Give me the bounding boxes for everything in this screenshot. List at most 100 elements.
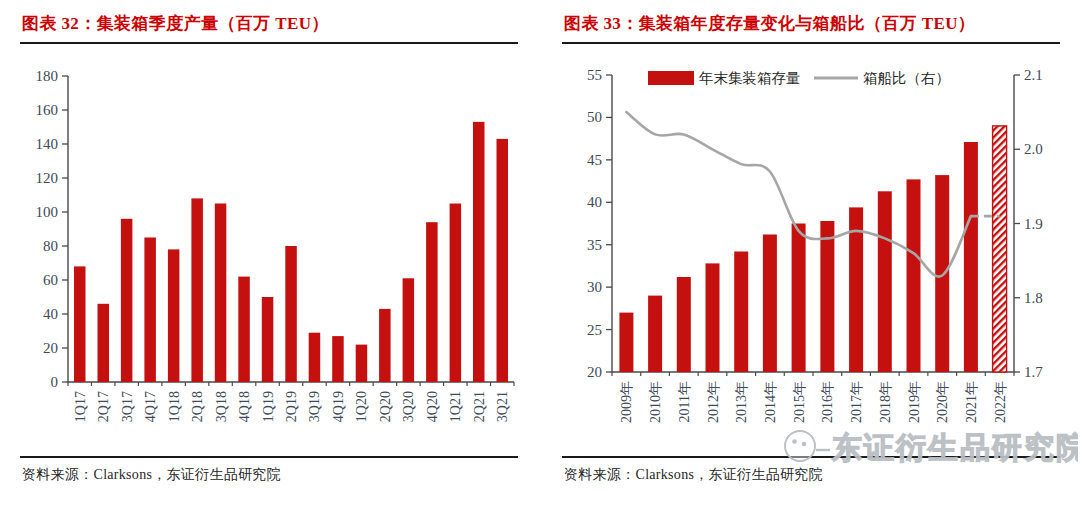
axis-frame: [612, 75, 1014, 372]
svg-text:40: 40: [43, 306, 58, 322]
svg-text:4Q20: 4Q20: [425, 391, 440, 422]
svg-text:2013年: 2013年: [734, 381, 749, 423]
bar: [309, 333, 321, 382]
stock-ratio-chart: 20253035404550551.71.81.92.02.12009年2010…: [562, 44, 1060, 456]
bar: [450, 204, 462, 383]
bar: [403, 278, 415, 382]
svg-text:20: 20: [587, 364, 602, 380]
svg-text:1.7: 1.7: [1024, 364, 1043, 380]
svg-text:20: 20: [43, 340, 58, 356]
bar: [356, 345, 368, 382]
svg-text:4Q18: 4Q18: [237, 391, 252, 422]
svg-text:1Q21: 1Q21: [448, 391, 463, 422]
bar: [285, 246, 297, 382]
bar: [648, 296, 662, 372]
svg-text:2018年: 2018年: [878, 381, 893, 423]
svg-text:2020年: 2020年: [935, 381, 950, 423]
svg-text:2014年: 2014年: [763, 381, 778, 423]
svg-text:1Q19: 1Q19: [261, 391, 276, 422]
bar: [332, 336, 344, 382]
bar: [74, 266, 86, 382]
svg-text:1Q18: 1Q18: [167, 391, 182, 422]
forecast-bar: [993, 126, 1007, 372]
legend: 年末集装箱存量 箱船比（右）: [648, 70, 950, 86]
svg-text:35: 35: [587, 237, 602, 253]
source-note-left: 资料来源：Clarksons，东证衍生品研究院: [20, 456, 518, 484]
svg-text:2022年: 2022年: [993, 381, 1008, 423]
svg-text:60: 60: [43, 272, 58, 288]
svg-text:180: 180: [36, 68, 59, 84]
axes-ticks: [606, 75, 1020, 372]
bar: [734, 252, 748, 373]
svg-text:2012年: 2012年: [706, 381, 721, 423]
bar: [426, 222, 438, 382]
svg-text:1.8: 1.8: [1024, 290, 1043, 306]
svg-text:年末集装箱存量: 年末集装箱存量: [699, 70, 801, 86]
bar: [964, 142, 978, 372]
svg-text:2Q17: 2Q17: [96, 391, 111, 422]
svg-text:2011年: 2011年: [677, 381, 692, 422]
svg-text:2009年: 2009年: [619, 381, 634, 423]
svg-text:2Q20: 2Q20: [378, 391, 393, 422]
bar: [619, 313, 633, 372]
x-axis-labels: 2009年 2010年 2011年 2012年 2013年 2014年 2015年 2016年…: [619, 381, 1007, 423]
svg-text:2021年: 2021年: [964, 381, 979, 423]
svg-text:45: 45: [587, 152, 602, 168]
svg-text:1Q20: 1Q20: [354, 391, 369, 422]
svg-text:120: 120: [36, 170, 59, 186]
svg-text:2Q19: 2Q19: [284, 391, 299, 422]
bar: [907, 179, 921, 372]
x-axis-labels: 1Q17 2Q17 3Q17 4Q17 1Q18 2Q18 3Q18 4Q18 1Q19 2Q19…: [73, 391, 511, 422]
bar: [497, 139, 509, 382]
svg-text:2016年: 2016年: [820, 381, 835, 423]
svg-text:2Q18: 2Q18: [190, 391, 205, 422]
bar: [706, 263, 720, 372]
svg-text:1Q17: 1Q17: [73, 391, 88, 422]
svg-text:2019年: 2019年: [907, 381, 922, 423]
chart-title-right: 图表 33：集装箱年度存量变化与箱船比（百万 TEU）: [562, 10, 1060, 44]
svg-text:3Q21: 3Q21: [495, 391, 510, 422]
svg-text:1.9: 1.9: [1024, 216, 1043, 232]
bar: [215, 204, 227, 383]
svg-text:30: 30: [587, 279, 602, 295]
svg-text:3Q17: 3Q17: [120, 391, 135, 422]
svg-text:箱船比（右）: 箱船比（右）: [863, 70, 950, 86]
svg-text:3Q18: 3Q18: [214, 391, 229, 422]
stock-bars: [619, 126, 1006, 372]
svg-text:3Q20: 3Q20: [401, 391, 416, 422]
svg-text:2.0: 2.0: [1024, 141, 1043, 157]
bar: [878, 191, 892, 372]
bar: [121, 219, 132, 382]
chart-title-left: 图表 32：集装箱季度产量（百万 TEU）: [20, 10, 518, 44]
svg-text:50: 50: [587, 109, 602, 125]
bar: [473, 122, 485, 382]
bar: [168, 249, 180, 382]
bar: [820, 221, 834, 372]
bar: [262, 297, 274, 382]
bar: [144, 238, 156, 383]
svg-text:40: 40: [587, 194, 602, 210]
bar: [379, 309, 391, 382]
bar: [763, 235, 777, 373]
bar: [935, 175, 949, 372]
svg-text:2017年: 2017年: [849, 381, 864, 423]
svg-text:100: 100: [36, 204, 59, 220]
stock-ratio-panel: 图表 33：集装箱年度存量变化与箱船比（百万 TEU） 20 25 30 35 40 45…: [562, 10, 1060, 484]
svg-text:25: 25: [587, 322, 602, 338]
bar: [238, 277, 250, 382]
bar: [191, 198, 203, 382]
bar: [98, 304, 110, 382]
svg-text:55: 55: [587, 67, 602, 83]
source-note-right: 资料来源：Clarksons，东证衍生品研究院: [562, 456, 1060, 484]
bar: [792, 224, 806, 373]
svg-text:3Q19: 3Q19: [307, 391, 322, 422]
legend-bar-swatch: [648, 71, 694, 85]
svg-text:2015年: 2015年: [792, 381, 807, 423]
bars: [74, 122, 508, 382]
svg-text:2010年: 2010年: [648, 381, 663, 423]
svg-text:80: 80: [43, 238, 58, 254]
svg-text:4Q19: 4Q19: [331, 391, 346, 422]
svg-text:4Q17: 4Q17: [143, 391, 158, 422]
svg-text:140: 140: [36, 136, 59, 152]
quarterly-production-panel: 图表 32：集装箱季度产量（百万 TEU） 020406080100120140…: [20, 10, 518, 484]
